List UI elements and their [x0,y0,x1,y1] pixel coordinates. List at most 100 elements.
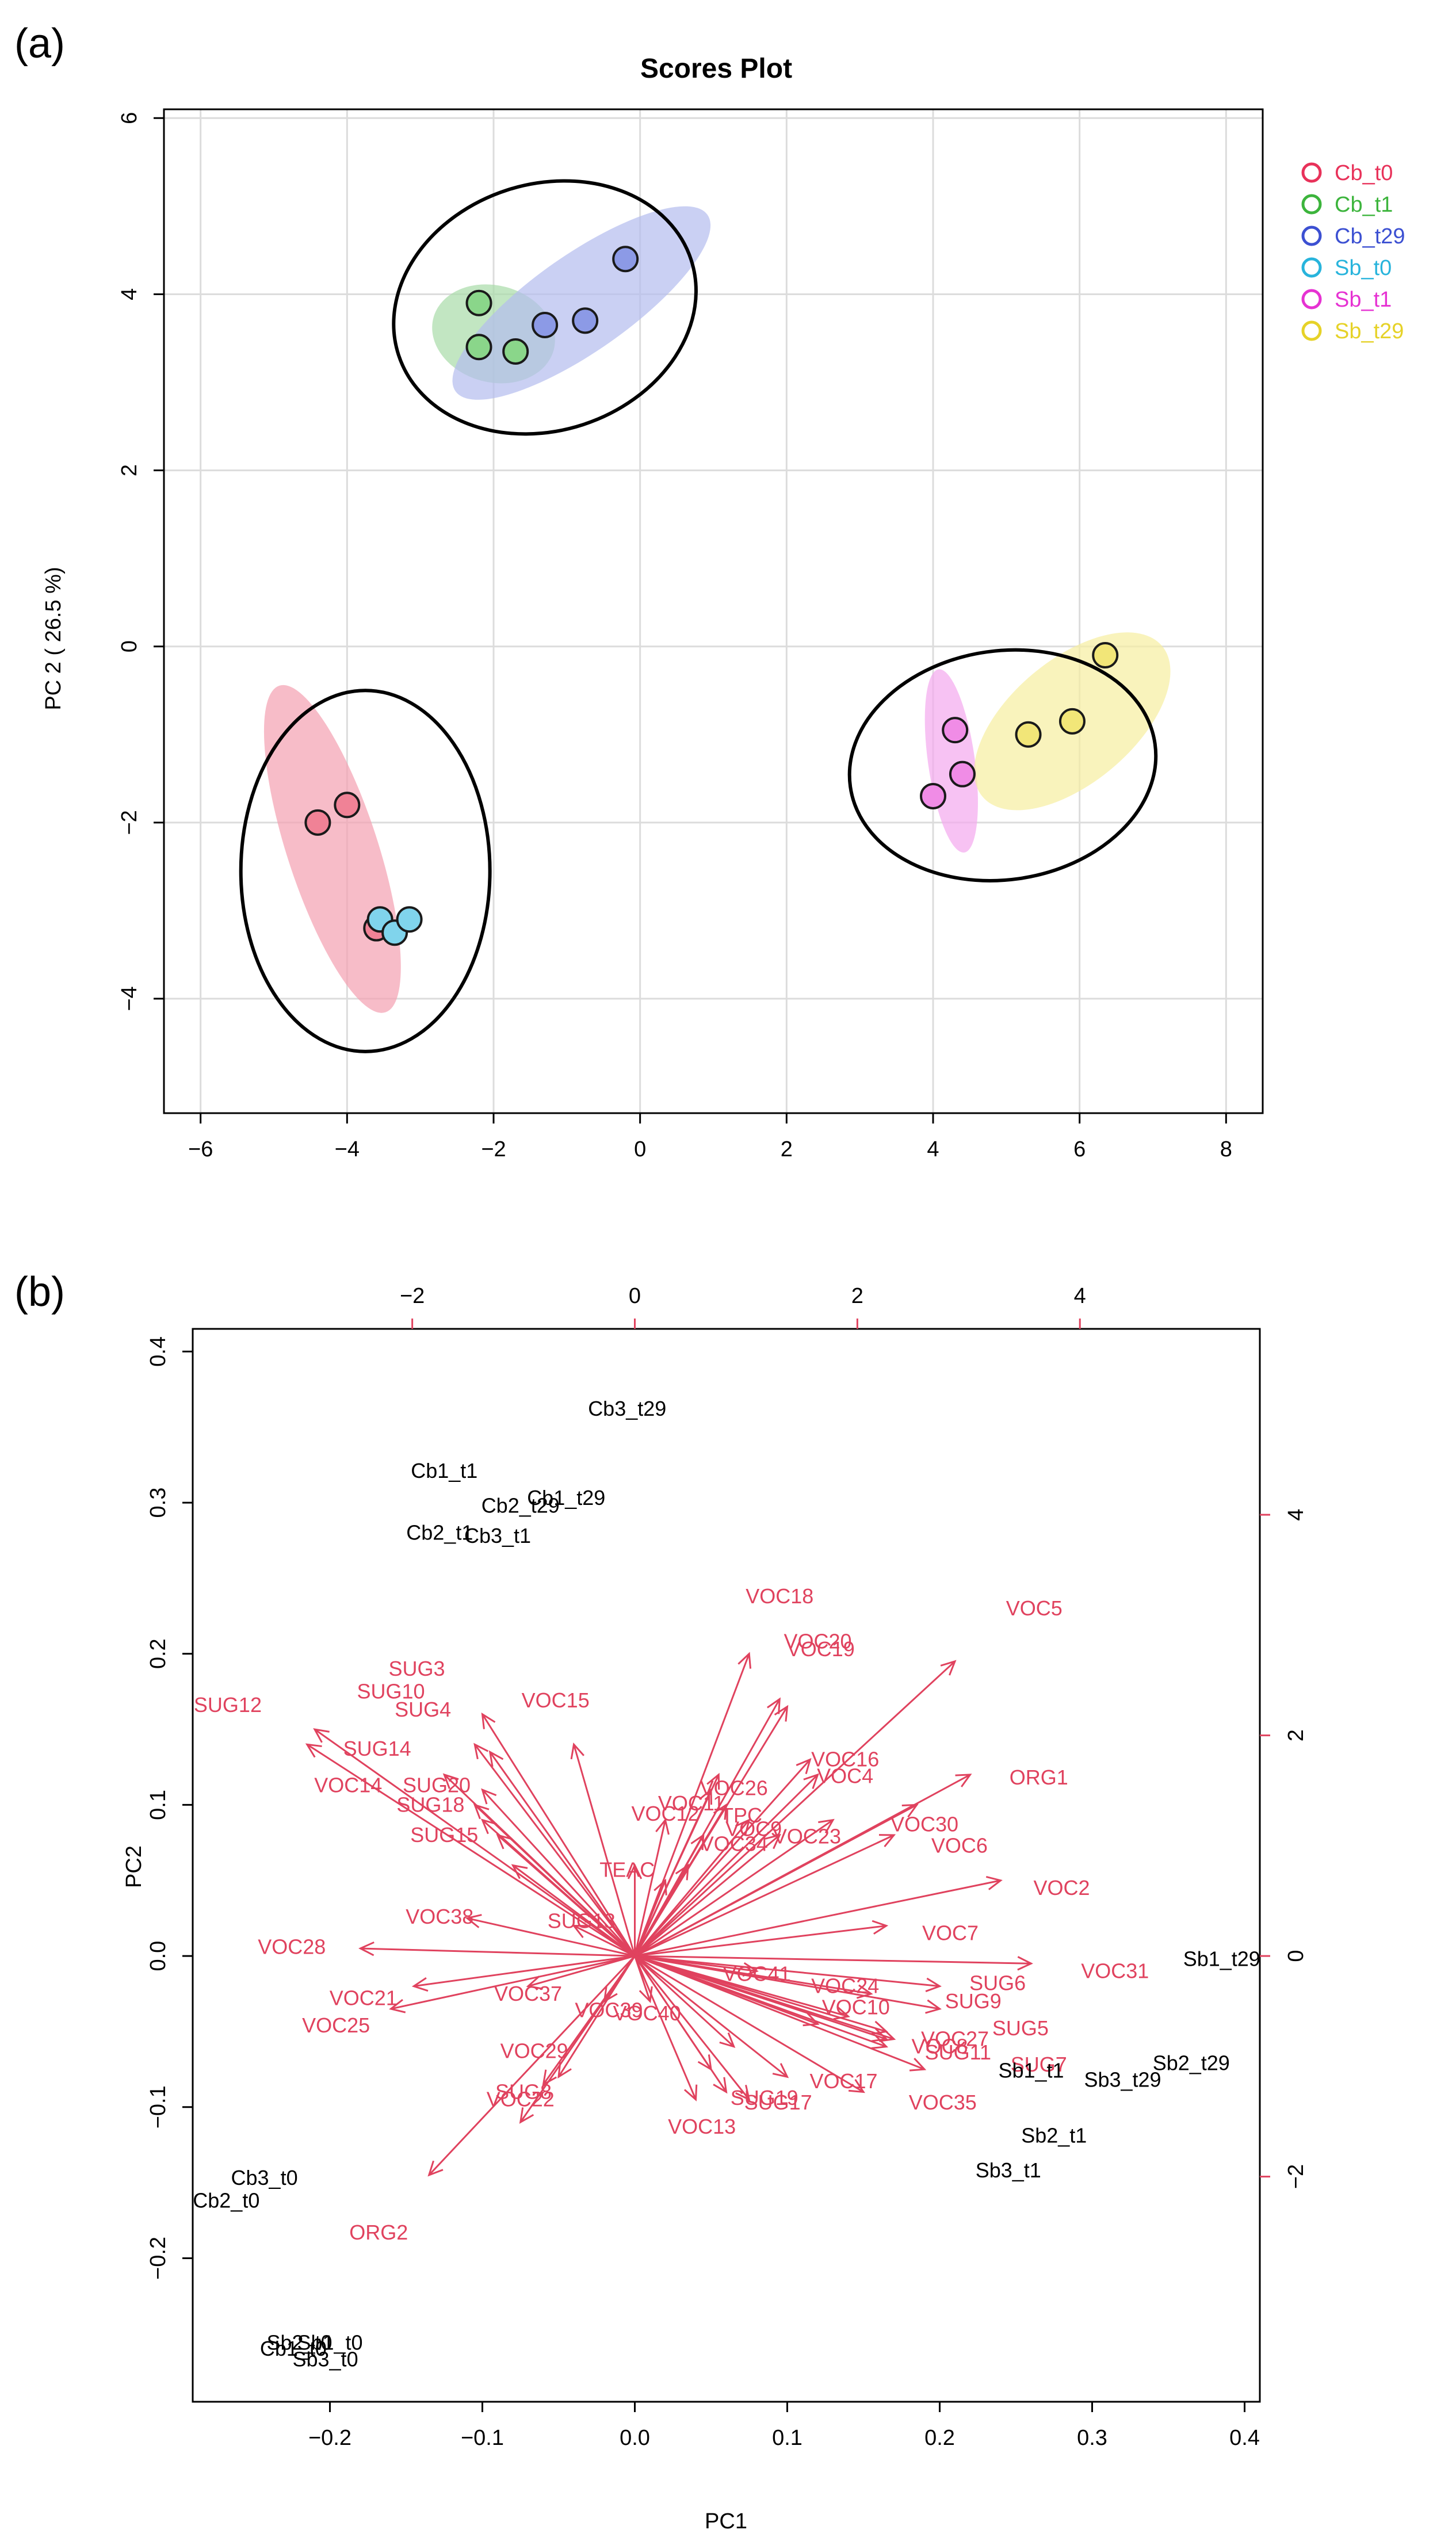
loading-arrowhead [305,1743,322,1758]
loading-label: VOC24 [811,1974,879,1998]
loading-label: VOC14 [314,1773,382,1797]
y-tick-label: −2 [117,810,142,835]
loading-label: VOC13 [668,2115,736,2138]
loading-arrowhead [872,1920,889,1935]
loading-arrow-voc7 [635,1925,886,1957]
loading-label: ORG1 [1010,1766,1068,1789]
loading-arrowhead [675,1863,689,1881]
legend-marker-sb-t0 [1301,257,1322,278]
legend-label: Sb_t1 [1335,288,1392,312]
loading-arrowhead [519,2107,534,2124]
x-tick-label: −6 [188,1137,213,1161]
legend-marker-cb-t0 [1301,162,1322,183]
sample-label: Cb2_t1 [406,1521,473,1545]
loading-arrowhead [572,1925,589,1939]
loading-arrow-voc1 [634,1955,819,2025]
loading-arrow-voc28 [360,1947,635,1957]
loading-arrowhead [427,2160,444,2177]
loading-label: SUG6 [969,1971,1026,1994]
loading-arrowhead [1017,1956,1033,1971]
sample-label: Sb2_t29 [1153,2051,1230,2075]
loading-label: VOC11 [658,1791,724,1815]
scores-plot-title: Scores Plot [640,54,792,84]
loading-label: SUG8 [495,2080,552,2104]
loading-arrow-voc29 [557,1955,636,2078]
top-tick-label: 2 [851,1284,863,1308]
sample-label: Sb3_t1 [976,2158,1041,2182]
point-cb-t1 [465,289,492,316]
scores-x-axis: −6 −4 −2 0 2 4 6 8 [188,1113,1232,1161]
sample-label: Sb2_t0 [266,2331,332,2355]
loading-arrow-voc23 [634,1834,781,1957]
sample-label: Sb1_t0 [297,2331,362,2355]
right-tick-label: 2 [1284,1729,1308,1741]
loading-arrow-voc18 [634,1653,750,1956]
loading-label: VOC23 [773,1825,841,1848]
loading-arrowhead [488,1750,504,1767]
loading-arrow-sug9 [635,1955,940,2010]
score-points [304,246,1119,946]
group-ellipse-3 [847,648,1158,882]
loading-label: VOC37 [494,1982,562,2005]
loading-arrowhead [511,1864,528,1879]
scores-grid [164,109,1263,1113]
loading-label: VOC9 [725,1817,782,1840]
loading-arrow-voc2 [635,1879,1001,1957]
loading-arrow-voc5 [634,1660,956,1957]
group-ellipses [239,179,1158,1053]
y-tick-label: −4 [117,986,142,1011]
loading-arrow-voc36 [497,1834,636,1957]
loading-arrowhead [465,1914,482,1928]
loading-label: SUG3 [389,1657,445,1680]
legend-label: Cb_t29 [1335,224,1405,249]
loading-arrowhead [735,2084,751,2101]
point-sb-t29 [1015,721,1042,748]
loading-label: ORG2 [349,2221,408,2244]
loading-arrowhead [878,1834,896,1848]
right-tick-label: −2 [1284,2164,1308,2189]
loading-arrow-sug12 [306,1744,636,1957]
loading-label: VOC2 [1033,1876,1090,1900]
loading-arrow-sug20 [481,1789,636,1957]
panel-a-label: (a) [14,21,65,67]
loading-label: VOC21 [330,1986,398,2010]
loading-label: TPC [721,1803,762,1827]
point-cb-t1 [465,334,492,361]
x-tick-label: 0.4 [1229,2426,1260,2450]
loading-label: SUG20 [403,1773,471,1797]
loading-label: VOC17 [810,2069,878,2093]
sample-label: Sb3_t29 [1084,2068,1161,2092]
loading-arrow-sug18 [474,1804,636,1957]
loading-arrowhead [856,1984,873,1999]
loading-arrowhead [699,1788,713,1805]
loading-label: VOC15 [522,1688,590,1712]
point-sb-t1 [920,782,946,809]
loading-arrow-sug4 [489,1751,636,1956]
loading-arrowhead [796,1758,812,1775]
point-cb-t0 [304,809,331,836]
loading-arrowhead [690,1833,705,1851]
loading-arrow-voc30 [634,1804,918,1957]
loading-label: VOC26 [700,1776,768,1800]
loading-arrowhead [871,2035,888,2049]
loading-arrowhead [542,2069,557,2087]
loading-arrow-voc14 [314,1728,636,1957]
loading-arrow-voc38 [467,1917,635,1957]
point-sb-t29 [1058,708,1086,735]
biplot-top-axis: −2 0 2 4 [400,1284,1086,1329]
panel-b-label: (b) [14,1269,65,1315]
x-tick-label: 2 [781,1137,793,1161]
point-cb-t29 [612,246,639,273]
loading-label: VOC5 [1006,1596,1063,1620]
loading-arrowhead [683,2084,698,2101]
loading-label: VOC25 [302,2013,370,2037]
loading-arrowhead [985,1875,1003,1890]
loading-arrowhead [901,1803,919,1818]
sample-label: Cb2_t0 [193,2189,259,2212]
loading-arrow-sug17 [634,1955,750,2100]
loading-arrow-sug16 [512,1864,636,1957]
sample-label: Cb1_t29 [527,1486,605,1510]
sample-label: Sb3_t0 [292,2347,358,2371]
